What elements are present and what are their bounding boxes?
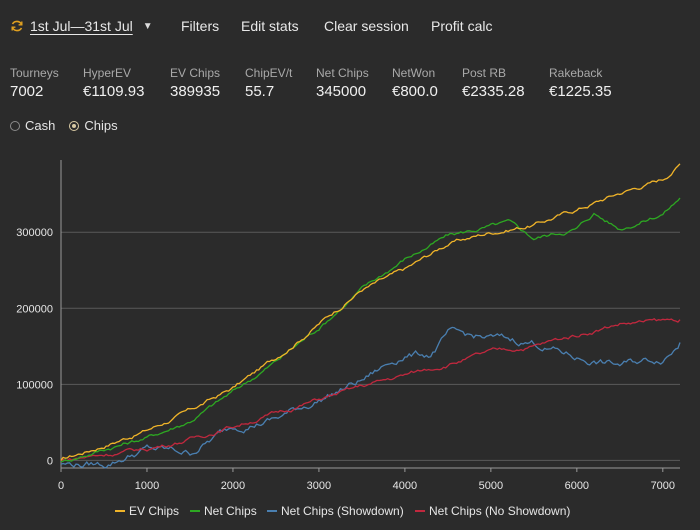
- legend-label: Net Chips (No Showdown): [429, 504, 570, 518]
- filters-button[interactable]: Filters: [181, 18, 220, 34]
- y-tick-label: 0: [47, 455, 53, 467]
- chips-radio-label[interactable]: Chips: [84, 118, 118, 133]
- series-line-net-chips-showdown: [60, 326, 681, 469]
- x-tick-label: 0: [58, 480, 64, 492]
- toolbar: 1st Jul—31st Jul ▼ Filters Edit stats Cl…: [0, 0, 700, 56]
- stat-label: EV Chips: [170, 66, 221, 80]
- stat-label: HyperEV: [83, 66, 132, 80]
- cash-radio-label[interactable]: Cash: [25, 118, 56, 133]
- legend-label: EV Chips: [129, 504, 179, 518]
- x-tick-label: 6000: [565, 480, 589, 492]
- stat-value: 7002: [10, 83, 44, 100]
- series-line-net-chips-no-showdown: [60, 318, 681, 462]
- stat-value: €800.0: [392, 83, 438, 100]
- stat-label: Rakeback: [549, 66, 603, 80]
- stat-rakeback: Rakeback €1225.35: [549, 66, 612, 100]
- stat-label: Tourneys: [10, 66, 59, 80]
- caret-down-icon[interactable]: ▼: [142, 20, 153, 32]
- x-tick-label: 3000: [307, 480, 331, 492]
- y-tick-label: 200000: [16, 303, 53, 315]
- stat-label: NetWon: [392, 66, 436, 80]
- y-tick-label: 100000: [16, 379, 53, 391]
- date-range-label[interactable]: 1st Jul—31st Jul: [30, 18, 133, 34]
- x-tick-label: 4000: [393, 480, 417, 492]
- series-line-ev-chips: [60, 163, 681, 461]
- refresh-icon[interactable]: [10, 19, 24, 33]
- profit-calc-button[interactable]: Profit calc: [431, 18, 493, 34]
- stat-net-won: NetWon €800.0: [392, 66, 438, 100]
- stat-value: 345000: [316, 83, 367, 100]
- chips-radio[interactable]: Chips: [69, 118, 118, 133]
- stat-chipev-per-tourney: ChipEV/t 55.7: [245, 66, 292, 100]
- stat-value: 55.7: [245, 83, 275, 100]
- x-tick-label: 1000: [135, 480, 159, 492]
- cash-radio[interactable]: Cash: [10, 118, 55, 133]
- stat-label: Post RB: [462, 66, 507, 80]
- x-tick-label: 7000: [651, 480, 675, 492]
- x-tick-label: 2000: [221, 480, 245, 492]
- stat-post-rb: Post RB €2335.28: [462, 66, 525, 100]
- clear-session-button[interactable]: Clear session: [324, 18, 409, 34]
- mode-radio-group: Cash Chips: [10, 118, 118, 133]
- edit-stats-button[interactable]: Edit stats: [241, 18, 299, 34]
- legend-label: Net Chips (Showdown): [281, 504, 404, 518]
- stat-tourneys: Tourneys 7002: [10, 66, 59, 100]
- stat-ev-chips: EV Chips 389935: [170, 66, 220, 100]
- x-tick-label: 5000: [479, 480, 503, 492]
- stat-label: Net Chips: [316, 66, 369, 80]
- chips-radio-circle[interactable]: [69, 120, 80, 131]
- stat-value: €1225.35: [549, 83, 612, 100]
- stat-value: €1109.93: [83, 83, 145, 100]
- stats-bar: Tourneys 7002 HyperEV €1109.93 EV Chips …: [0, 66, 700, 106]
- cash-radio-circle[interactable]: [10, 120, 20, 131]
- y-tick-label: 300000: [16, 227, 53, 239]
- legend-label: Net Chips: [204, 504, 257, 518]
- date-range-selector[interactable]: 1st Jul—31st Jul ▼: [10, 18, 153, 34]
- series-line-net-chips: [60, 197, 681, 463]
- stat-value: 389935: [170, 83, 221, 100]
- stat-label: ChipEV/t: [245, 66, 293, 80]
- stat-value: €2335.28: [462, 83, 525, 100]
- stat-net-chips: Net Chips 345000: [316, 66, 369, 100]
- stat-hyperev: HyperEV €1109.93: [83, 66, 144, 100]
